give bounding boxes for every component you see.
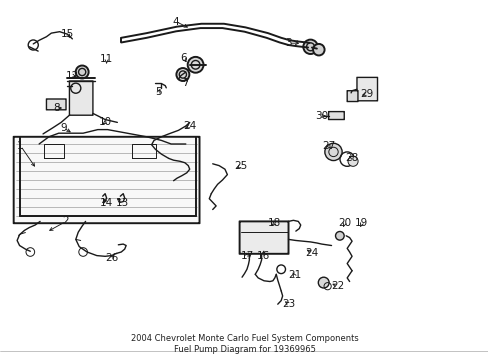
Text: 28: 28 (345, 153, 358, 163)
Text: 24: 24 (183, 121, 196, 131)
Circle shape (318, 277, 328, 288)
Circle shape (347, 156, 357, 166)
Text: 7: 7 (182, 78, 189, 88)
Text: 21: 21 (287, 270, 301, 280)
Text: 3: 3 (285, 38, 291, 48)
Text: 9: 9 (60, 123, 67, 133)
Text: 18: 18 (267, 218, 281, 228)
Text: 5: 5 (155, 87, 162, 97)
FancyBboxPatch shape (14, 137, 199, 223)
Text: 17: 17 (240, 251, 253, 261)
FancyBboxPatch shape (346, 91, 357, 102)
Circle shape (312, 44, 324, 55)
Text: 27: 27 (321, 141, 335, 151)
Text: 1: 1 (17, 141, 24, 151)
Text: 10: 10 (99, 117, 111, 127)
Circle shape (187, 57, 203, 73)
Text: 30: 30 (315, 111, 327, 121)
FancyBboxPatch shape (356, 77, 377, 101)
Text: 19: 19 (354, 218, 368, 228)
Text: 4: 4 (172, 17, 179, 27)
Text: 24: 24 (305, 248, 318, 258)
Text: 20: 20 (338, 218, 350, 228)
Circle shape (324, 143, 342, 161)
Circle shape (303, 40, 317, 54)
Circle shape (176, 68, 189, 81)
Text: 8: 8 (53, 103, 60, 113)
Text: 22: 22 (330, 281, 344, 291)
Text: 14: 14 (100, 198, 113, 208)
FancyBboxPatch shape (46, 99, 66, 110)
FancyBboxPatch shape (69, 81, 93, 115)
Text: 12: 12 (65, 71, 79, 81)
Text: 26: 26 (104, 253, 118, 264)
Text: 15: 15 (61, 29, 74, 39)
FancyBboxPatch shape (239, 221, 288, 254)
Text: 2: 2 (62, 216, 69, 226)
Text: 16: 16 (256, 251, 269, 261)
Text: 25: 25 (233, 161, 247, 171)
Text: 29: 29 (359, 89, 373, 99)
Text: 13: 13 (115, 198, 129, 208)
Text: 11: 11 (100, 54, 113, 64)
Circle shape (335, 231, 344, 240)
Circle shape (76, 66, 88, 78)
FancyBboxPatch shape (328, 112, 344, 120)
Text: 23: 23 (281, 299, 295, 309)
Text: 2004 Chevrolet Monte Carlo Fuel System Components
Fuel Pump Diagram for 19369965: 2004 Chevrolet Monte Carlo Fuel System C… (130, 334, 358, 354)
Text: 6: 6 (180, 53, 186, 63)
